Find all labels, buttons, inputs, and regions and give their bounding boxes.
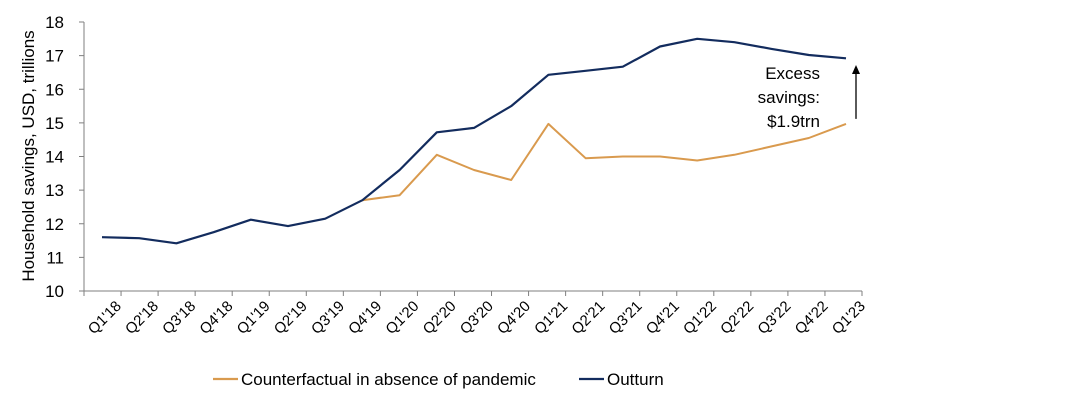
annotation-text: savings: [758,88,820,107]
x-tick-label: Q1'21 [531,298,571,338]
x-tick-label: Q4'19 [345,298,385,338]
y-axis: 10 11 12 13 14 15 16 17 18 [45,13,85,301]
y-tick-label: 12 [45,215,64,234]
series-line-outturn [101,37,847,245]
x-tick-label: Q2'21 [568,298,608,338]
legend: Counterfactual in absence of pandemic Out… [213,370,664,389]
x-tick-label: Q4'18 [196,298,236,338]
x-tick-label: Q1'18 [85,298,125,338]
x-tick-label: Q1'23 [829,298,869,338]
annotation-text: $1.9trn [767,112,820,131]
x-tick-label: Q2'19 [271,298,311,338]
x-tick-label: Q4'21 [643,298,683,338]
x-tick-label: Q3'20 [457,298,497,338]
legend-label-counterfactual-in-absence-of-pandemic: Counterfactual in absence of pandemic [241,370,536,389]
x-tick-label: Q4'20 [494,298,534,338]
x-axis: Q1'18Q2'18Q3'18Q4'18Q1'19Q2'19Q3'19Q4'19… [83,290,869,338]
x-tick-label: Q3'19 [308,298,348,338]
x-tick-label: Q1'19 [234,298,274,338]
y-tick-label: 14 [45,148,64,167]
y-tick-label: 10 [45,282,64,301]
x-tick-label: Q1'20 [382,298,422,338]
x-tick-label: Q2'18 [122,298,162,338]
x-tick-label: Q3'18 [159,298,199,338]
x-tick-label: Q3'21 [606,298,646,338]
x-tick-label: Q4'22 [792,298,832,338]
x-tick-label: Q2'20 [420,298,460,338]
y-tick-label: 11 [46,248,64,267]
annotation-text: Excess [765,64,820,83]
annotation-arrowhead [852,64,860,74]
series-layer [101,37,847,245]
y-tick-label: 15 [45,114,64,133]
annotation-layer: Excess savings: $1.9trn [758,64,860,131]
y-tick-label: 16 [45,80,64,99]
x-tick-label: Q2'22 [717,298,757,338]
legend-label-outturn: Outturn [607,370,664,389]
y-axis-label: Household savings, USD, trillions [19,30,38,281]
x-tick-label: Q1'22 [680,298,720,338]
y-tick-label: 18 [45,13,64,32]
series-line-counterfactual-in-absence-of-pandemic [362,122,847,202]
x-tick-label: Q3'22 [754,298,794,338]
y-tick-label: 17 [45,47,64,66]
y-tick-label: 13 [45,181,64,200]
